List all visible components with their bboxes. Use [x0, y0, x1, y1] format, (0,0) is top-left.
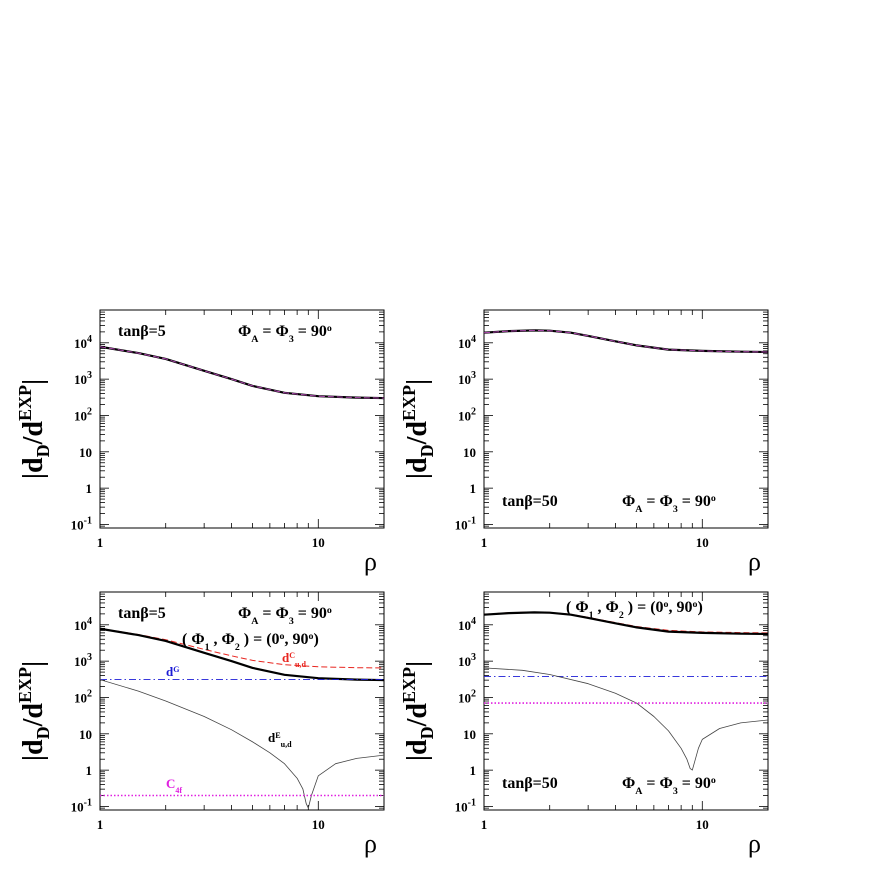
series-group	[484, 329, 768, 354]
series-line-dC	[100, 628, 384, 669]
panel-top-right: 1 10 10-1 1 10 102 103 104 ρ |dD/dEXP| tanβ=50 ΦA =…	[399, 309, 769, 576]
y-tick-label: 104	[74, 334, 92, 351]
y-axis-label: |dD/dEXP|	[15, 661, 53, 761]
series-line-total	[484, 611, 768, 636]
series-line-total	[100, 345, 384, 400]
y-axis-label: |dD/dEXP|	[399, 379, 437, 479]
y-tick-label: 1	[86, 763, 93, 778]
tanbeta-label: tanβ=5	[118, 323, 166, 340]
y-tick-label: 102	[74, 688, 92, 705]
y-tick-label: 10-1	[455, 797, 476, 814]
phase12-label: ( Φ1 , Φ2 ) = (0o, 90o)	[182, 631, 319, 653]
y-tick-label: 103	[74, 370, 92, 387]
panel-bottom-left: 1 10 10-1 1 10 102 103 104 ρ |dD/dEXP| tanβ=5 ΦA = …	[15, 591, 385, 858]
x-axis-label: ρ	[748, 829, 761, 858]
y-tick-label: 10-1	[71, 515, 92, 532]
C4f-label: C4f	[166, 776, 182, 795]
tanbeta-label: tanβ=50	[502, 493, 558, 510]
phase-label: ΦA = Φ3 = 90o	[622, 493, 716, 515]
x-tick-label: 1	[97, 817, 104, 832]
y-tick-label: 104	[74, 616, 92, 633]
x-tick-label: 10	[312, 817, 325, 832]
series-line-overlay	[484, 329, 768, 353]
series-group	[100, 627, 384, 809]
y-tick-label: 1	[470, 763, 477, 778]
dC-label: dCu,d	[282, 650, 307, 669]
x-tick-label: 10	[312, 535, 325, 550]
plot-frame	[99, 591, 385, 811]
y-tick-label: 10	[79, 445, 92, 460]
phase-label: ΦA = Φ3 = 90o	[622, 775, 716, 797]
y-tick-label: 10	[463, 445, 476, 460]
y-tick-label: 10	[79, 727, 92, 742]
y-axis-label: |dD/dEXP|	[399, 661, 437, 761]
series-line-dE	[100, 679, 384, 809]
y-tick-label: 10-1	[455, 515, 476, 532]
y-tick-label: 103	[74, 652, 92, 669]
y-tick-label: 10	[463, 727, 476, 742]
phase-label: ΦA = Φ3 = 90o	[238, 323, 332, 345]
series-line-dE	[484, 667, 768, 771]
y-tick-label: 103	[458, 652, 476, 669]
phase-label: ΦA = Φ3 = 90o	[238, 605, 332, 627]
plot-frame	[99, 309, 385, 529]
x-tick-label: 10	[696, 535, 709, 550]
y-tick-label: 1	[470, 481, 477, 496]
series-line-total	[100, 627, 384, 682]
x-tick-label: 1	[97, 535, 104, 550]
x-axis-label: ρ	[364, 829, 377, 858]
panel-top-left: 1 10 10-1 1 10 102 103 104 ρ |dD/dEXP| tanβ=5 ΦA = …	[15, 309, 385, 576]
x-tick-label: 1	[481, 817, 488, 832]
y-tick-label: 102	[458, 688, 476, 705]
series-group	[100, 345, 384, 400]
series-line-total	[484, 329, 768, 354]
x-tick-label: 10	[696, 817, 709, 832]
dG-label: dG	[166, 664, 180, 679]
tanbeta-label: tanβ=50	[502, 775, 558, 792]
x-tick-label: 1	[481, 535, 488, 550]
y-tick-label: 1	[86, 481, 93, 496]
dE-label: dEu,d	[268, 730, 292, 749]
y-axis-label: |dD/dEXP|	[15, 379, 53, 479]
x-axis-label: ρ	[748, 547, 761, 576]
series-group	[484, 611, 768, 771]
x-axis-label: ρ	[364, 547, 377, 576]
phase12-label: ( Φ1 , Φ2 ) = (0o, 90o)	[566, 599, 703, 621]
y-tick-label: 104	[458, 616, 476, 633]
panel-bottom-right: 1 10 10-1 1 10 102 103 104 ρ |dD/dEXP| tanβ=50 ΦA =…	[399, 591, 769, 858]
y-tick-label: 10-1	[71, 797, 92, 814]
tanbeta-label: tanβ=5	[118, 605, 166, 622]
y-tick-label: 103	[458, 370, 476, 387]
y-tick-label: 102	[74, 406, 92, 423]
series-line-overlay	[100, 346, 384, 399]
y-tick-label: 104	[458, 334, 476, 351]
y-tick-label: 102	[458, 406, 476, 423]
